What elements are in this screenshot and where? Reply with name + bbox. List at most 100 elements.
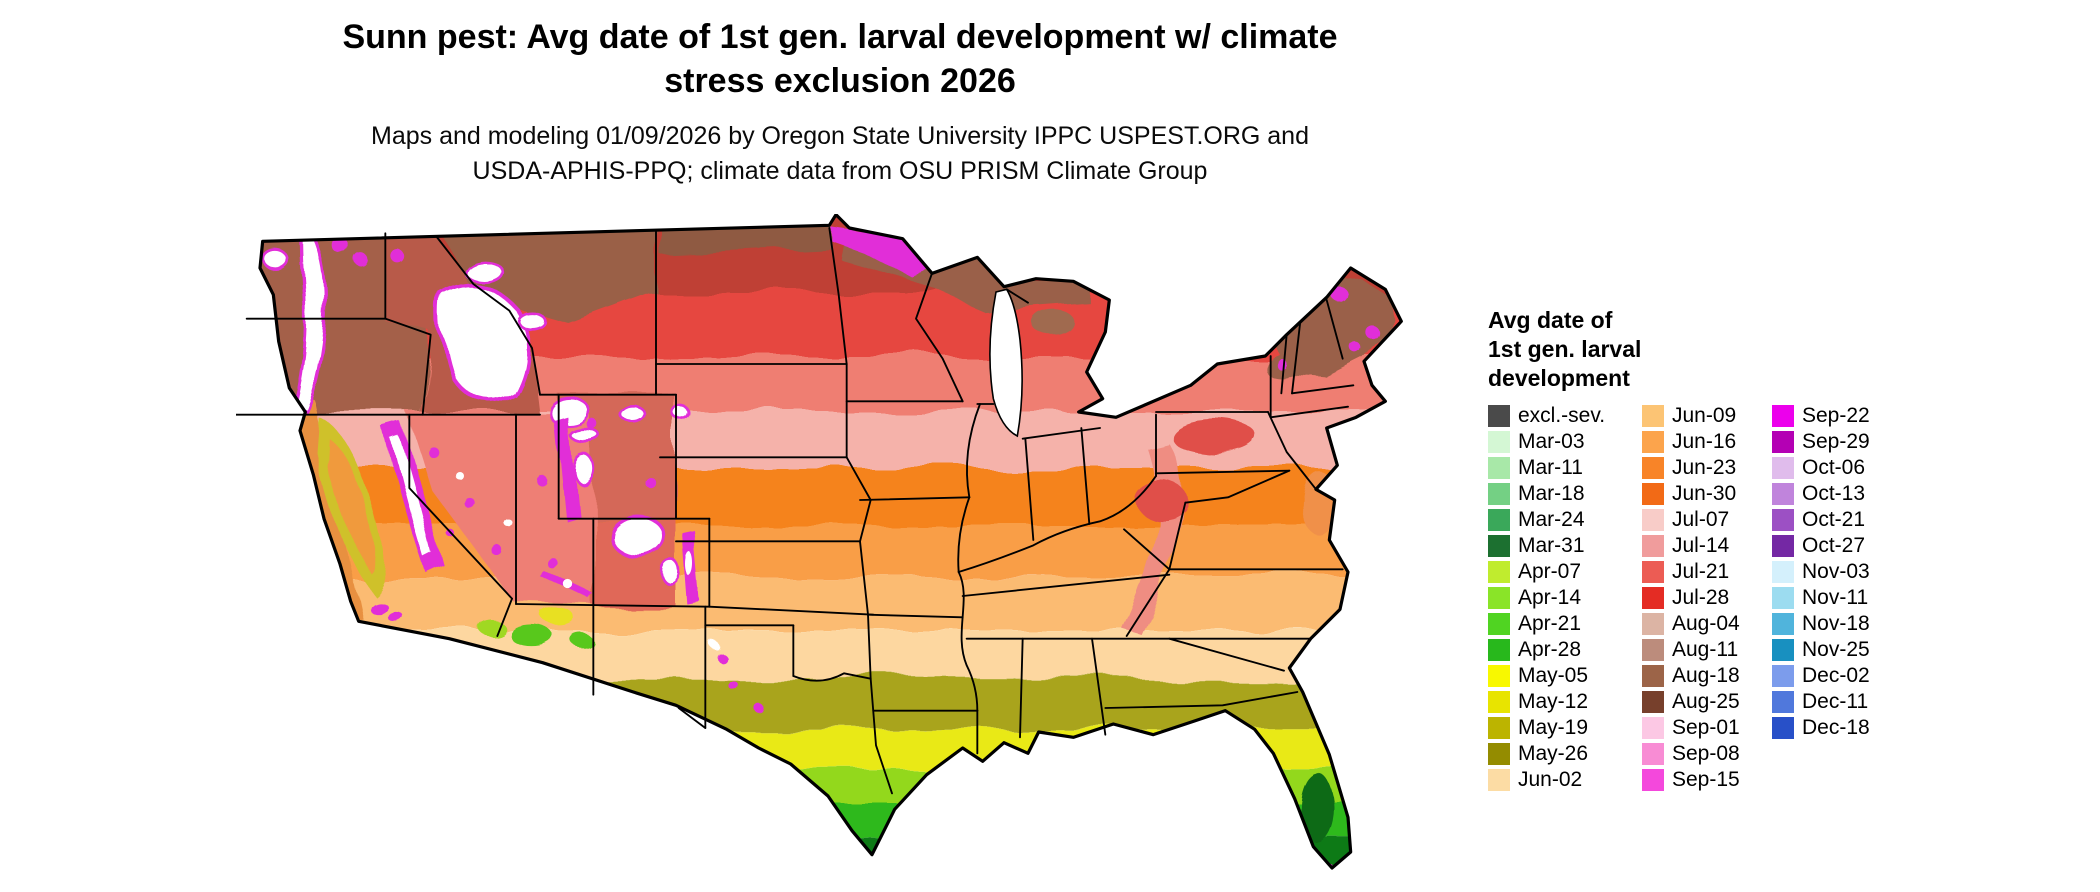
legend-label: Dec-02	[1802, 663, 1870, 687]
legend-entry: Apr-21	[1488, 611, 1636, 635]
legend-entry: Nov-25	[1772, 638, 1900, 661]
legend-swatch	[1642, 534, 1664, 557]
legend-entry: Mar-31	[1488, 534, 1636, 557]
legend-swatch	[1642, 690, 1664, 713]
legend-label: Mar-11	[1518, 455, 1583, 479]
legend-swatch	[1642, 716, 1664, 739]
legend-title-line-2: 1st gen. larval	[1488, 335, 1642, 362]
legend-column: Sep-22 Sep-29 Oct-06 Oct-13 Oct-21 Oct-27 Nov-…	[1772, 403, 1900, 795]
legend-label: Apr-21	[1518, 611, 1582, 635]
subtitle: Maps and modeling 01/09/2026 by Oregon S…	[240, 119, 1440, 189]
legend-entry: Dec-18	[1772, 716, 1900, 739]
legend-swatch	[1488, 586, 1510, 609]
legend-entry: Apr-07	[1488, 560, 1636, 583]
legend-entry: Nov-03	[1772, 560, 1900, 583]
subtitle-line-2: USDA-APHIS-PPQ; climate data from OSU PR…	[472, 157, 1208, 186]
legend-swatch	[1642, 742, 1664, 765]
legend-label: May-05	[1518, 663, 1589, 687]
legend-entry: Oct-27	[1772, 534, 1900, 557]
subtitle-line-1: Maps and modeling 01/09/2026 by Oregon S…	[371, 122, 1309, 151]
legend-entry: excl.-sev.	[1488, 403, 1636, 427]
legend-entry: Sep-22	[1772, 403, 1900, 427]
legend-entry: May-19	[1488, 716, 1636, 739]
state-borders	[235, 227, 1355, 795]
legend-entry: Dec-02	[1772, 663, 1900, 687]
legend-title: Avg date of 1st gen. larval development	[1488, 306, 1906, 393]
legend-swatch	[1488, 534, 1510, 557]
legend-entry: Mar-11	[1488, 455, 1636, 479]
legend-label: Sep-22	[1802, 403, 1870, 427]
legend-label: Sep-29	[1802, 429, 1870, 453]
legend-swatch	[1488, 560, 1510, 583]
legend-swatch	[1642, 664, 1664, 687]
legend-swatch	[1772, 404, 1794, 427]
legend-entry: Oct-06	[1772, 455, 1900, 479]
legend-label: Oct-21	[1802, 507, 1866, 531]
legend-label: Aug-25	[1672, 689, 1740, 713]
legend-entry: Oct-13	[1772, 481, 1900, 505]
legend-label: Oct-06	[1802, 455, 1866, 479]
legend-title-line-3: development	[1488, 364, 1630, 391]
legend-entry: Jun-09	[1642, 404, 1766, 427]
us-map-container	[235, 213, 1436, 882]
legend-label: May-12	[1518, 689, 1589, 713]
legend-swatch	[1642, 560, 1664, 583]
legend-label: Jul-21	[1672, 559, 1730, 583]
legend-entry: Oct-21	[1772, 507, 1900, 531]
legend-swatch	[1642, 768, 1664, 791]
legend-entry: Apr-14	[1488, 585, 1636, 609]
legend-label: Jun-23	[1672, 455, 1737, 479]
legend-entry: Sep-01	[1642, 715, 1766, 739]
legend-label: Oct-13	[1802, 481, 1866, 505]
header: Sunn pest: Avg date of 1st gen. larval d…	[240, 16, 1440, 189]
legend: Avg date of 1st gen. larval development …	[1488, 306, 1906, 795]
legend-swatch	[1642, 404, 1664, 427]
legend-label: Aug-18	[1672, 663, 1740, 687]
legend-swatch	[1488, 456, 1510, 479]
page-title-line-2: stress exclusion 2026	[664, 61, 1016, 100]
legend-label: Sep-08	[1672, 741, 1740, 765]
legend-label: Jun-30	[1672, 481, 1737, 505]
legend-label: Apr-14	[1518, 585, 1582, 609]
legend-swatch	[1488, 690, 1510, 713]
legend-label: Nov-18	[1802, 611, 1870, 635]
legend-entry: Apr-28	[1488, 637, 1636, 661]
legend-swatch	[1772, 664, 1794, 687]
legend-swatch	[1772, 430, 1794, 453]
legend-label: Sep-01	[1672, 715, 1740, 739]
legend-swatch	[1488, 404, 1510, 427]
legend-swatch	[1772, 690, 1794, 713]
legend-entry: Jun-16	[1642, 430, 1766, 453]
legend-entry: Jun-30	[1642, 481, 1766, 505]
legend-label: Nov-11	[1802, 585, 1869, 609]
legend-entry: Jul-14	[1642, 534, 1766, 557]
legend-swatch	[1642, 430, 1664, 453]
legend-entry: Nov-18	[1772, 611, 1900, 635]
legend-swatch	[1642, 508, 1664, 531]
us-choropleth-map	[235, 213, 1403, 870]
legend-swatch	[1642, 482, 1664, 505]
legend-column: Jun-09 Jun-16 Jun-23 Jun-30 Jul-07 Jul-14 Jul-…	[1642, 404, 1766, 795]
legend-label: Dec-11	[1802, 689, 1869, 713]
us-outline	[258, 213, 1403, 870]
legend-entry: Jul-28	[1642, 586, 1766, 609]
legend-label: Jun-02	[1518, 767, 1583, 791]
legend-title-line-1: Avg date of	[1488, 307, 1613, 333]
legend-swatch	[1772, 560, 1794, 583]
legend-swatch	[1488, 638, 1510, 661]
legend-swatch	[1642, 586, 1664, 609]
legend-label: Mar-24	[1518, 507, 1585, 531]
legend-swatch	[1642, 456, 1664, 479]
page-title-line-1: Sunn pest: Avg date of 1st gen. larval d…	[342, 18, 1338, 56]
legend-swatch	[1772, 534, 1794, 557]
legend-entry: May-12	[1488, 689, 1636, 713]
legend-label: excl.-sev.	[1518, 403, 1606, 427]
legend-label: Mar-18	[1518, 481, 1585, 505]
legend-label: Apr-28	[1518, 637, 1582, 661]
legend-entry: Dec-11	[1772, 689, 1900, 713]
legend-entry: Sep-29	[1772, 429, 1900, 453]
legend-entry: Aug-18	[1642, 663, 1766, 687]
legend-swatch	[1772, 456, 1794, 479]
legend-entry: Jun-02	[1488, 767, 1636, 791]
